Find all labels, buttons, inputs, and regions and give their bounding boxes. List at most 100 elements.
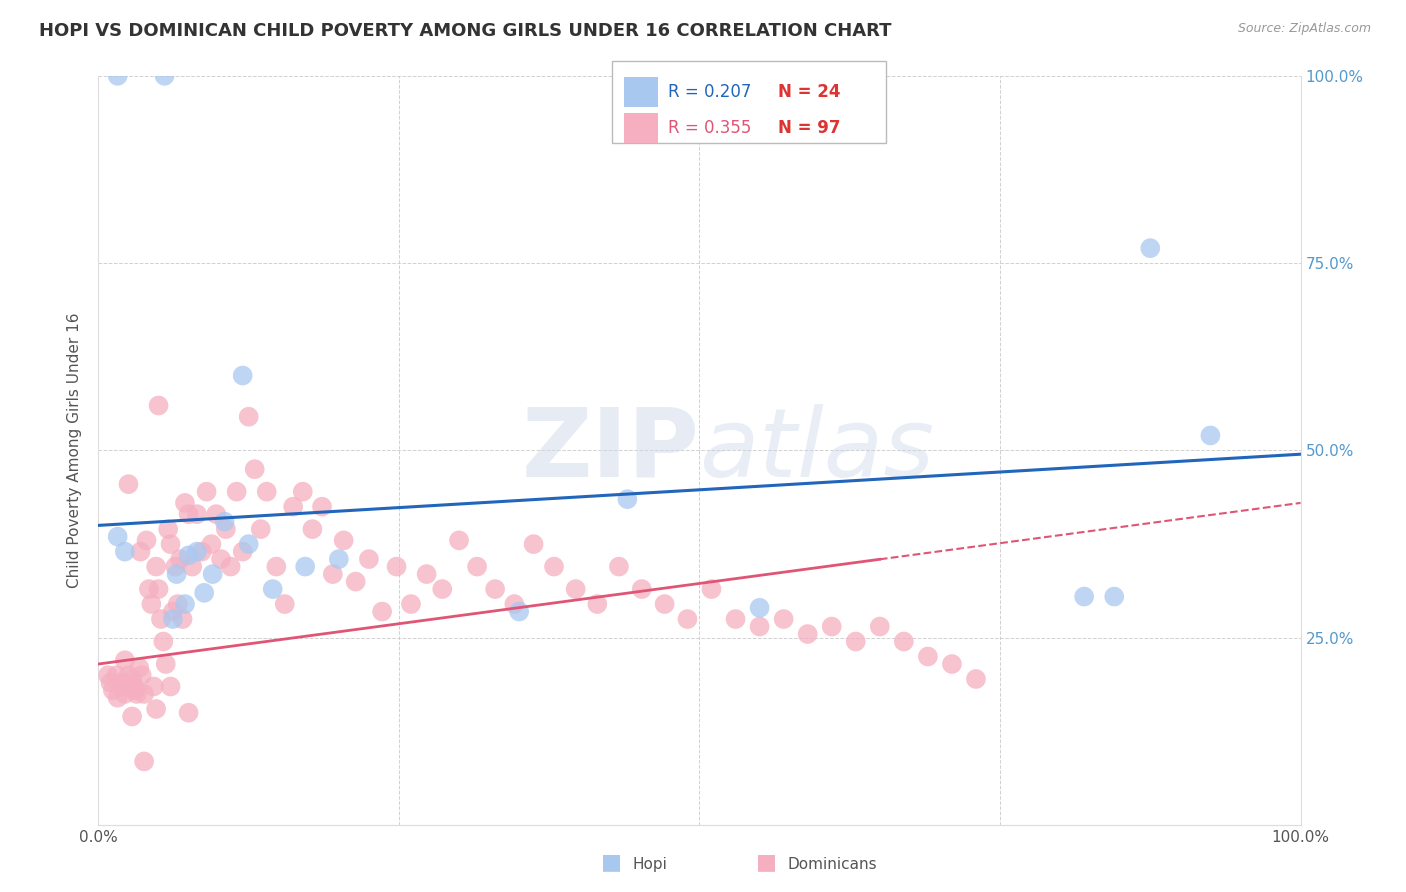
- Point: [162, 605, 184, 619]
- Point: [114, 653, 136, 667]
- Point: [125, 687, 148, 701]
- Point: [107, 530, 129, 544]
- Text: atlas: atlas: [699, 404, 935, 497]
- Point: [301, 522, 323, 536]
- Point: [141, 597, 163, 611]
- Point: [232, 368, 254, 383]
- Point: [114, 687, 136, 701]
- Point: [138, 582, 160, 596]
- Point: [107, 690, 129, 705]
- Point: [135, 533, 157, 548]
- Point: [166, 597, 188, 611]
- Point: [586, 597, 609, 611]
- Point: [149, 612, 172, 626]
- Text: R = 0.355: R = 0.355: [668, 119, 751, 137]
- Point: [153, 69, 176, 83]
- Point: [172, 612, 194, 626]
- Point: [121, 709, 143, 723]
- Point: [256, 484, 278, 499]
- Point: [177, 706, 200, 720]
- Point: [503, 597, 526, 611]
- Point: [159, 537, 181, 551]
- Point: [111, 675, 134, 690]
- Point: [174, 597, 197, 611]
- Point: [132, 687, 155, 701]
- Point: [616, 492, 638, 507]
- Point: [249, 522, 271, 536]
- Point: [101, 683, 124, 698]
- Point: [162, 612, 184, 626]
- Point: [142, 680, 165, 694]
- Text: N = 97: N = 97: [778, 119, 839, 137]
- Point: [201, 567, 224, 582]
- Point: [214, 515, 236, 529]
- Point: [108, 680, 131, 694]
- Point: [195, 484, 218, 499]
- Point: [700, 582, 723, 596]
- Point: [821, 619, 844, 633]
- Point: [724, 612, 747, 626]
- Point: [191, 544, 214, 558]
- Point: [385, 559, 408, 574]
- Point: [124, 683, 146, 698]
- Point: [97, 668, 120, 682]
- Point: [165, 559, 187, 574]
- Point: [174, 496, 197, 510]
- Point: [869, 619, 891, 633]
- Point: [100, 675, 122, 690]
- Point: [283, 500, 305, 514]
- Text: N = 24: N = 24: [778, 83, 839, 101]
- Point: [291, 484, 314, 499]
- Point: [432, 582, 454, 596]
- Text: Dominicans: Dominicans: [787, 857, 877, 872]
- Point: [117, 668, 139, 682]
- Point: [322, 567, 344, 582]
- Point: [121, 672, 143, 686]
- Point: [399, 597, 422, 611]
- Text: Source: ZipAtlas.com: Source: ZipAtlas.com: [1237, 22, 1371, 36]
- Point: [1199, 428, 1222, 442]
- Point: [415, 567, 437, 582]
- Text: HOPI VS DOMINICAN CHILD POVERTY AMONG GIRLS UNDER 16 CORRELATION CHART: HOPI VS DOMINICAN CHILD POVERTY AMONG GI…: [39, 22, 891, 40]
- Point: [145, 559, 167, 574]
- Point: [772, 612, 794, 626]
- Point: [262, 582, 284, 596]
- Point: [225, 484, 247, 499]
- Point: [796, 627, 818, 641]
- Point: [159, 680, 181, 694]
- Point: [186, 507, 208, 521]
- Point: [543, 559, 565, 574]
- Point: [941, 657, 963, 671]
- Point: [965, 672, 987, 686]
- Point: [131, 668, 153, 682]
- Point: [148, 582, 170, 596]
- Point: [200, 537, 222, 551]
- Point: [117, 477, 139, 491]
- Point: [169, 552, 191, 566]
- Text: ZIP: ZIP: [522, 404, 699, 497]
- Point: [128, 661, 150, 675]
- Point: [145, 702, 167, 716]
- Point: [371, 605, 394, 619]
- Point: [917, 649, 939, 664]
- Text: ■: ■: [602, 853, 621, 872]
- Point: [1102, 590, 1125, 604]
- Point: [124, 680, 146, 694]
- Point: [105, 668, 128, 682]
- Point: [508, 605, 530, 619]
- Text: Hopi: Hopi: [633, 857, 668, 872]
- Point: [205, 507, 228, 521]
- Point: [132, 755, 155, 769]
- Point: [129, 544, 152, 558]
- Point: [177, 549, 200, 563]
- Point: [748, 600, 770, 615]
- Y-axis label: Child Poverty Among Girls Under 16: Child Poverty Among Girls Under 16: [67, 313, 83, 588]
- Point: [447, 533, 470, 548]
- Point: [177, 507, 200, 521]
- Point: [107, 69, 129, 83]
- Point: [266, 559, 288, 574]
- Point: [209, 552, 232, 566]
- Point: [344, 574, 367, 589]
- Point: [238, 537, 260, 551]
- Point: [238, 409, 260, 424]
